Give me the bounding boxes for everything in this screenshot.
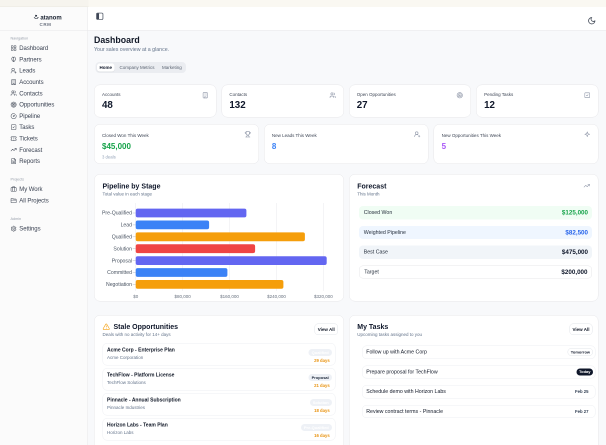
svg-text:$160,000: $160,000	[220, 294, 239, 299]
svg-text:Solution: Solution	[113, 246, 132, 252]
svg-text:$80,000: $80,000	[175, 294, 192, 299]
svg-text:$320,000: $320,000	[314, 294, 333, 299]
svg-text:Lead: Lead	[121, 223, 133, 229]
svg-text:Qualified: Qualified	[112, 235, 132, 241]
svg-text:Pre-Qualified: Pre-Qualified	[102, 211, 132, 217]
svg-text:Proposal: Proposal	[112, 258, 132, 264]
svg-text:$240,000: $240,000	[267, 294, 286, 299]
svg-text:Negotiation: Negotiation	[106, 282, 132, 288]
svg-text:$0: $0	[133, 294, 139, 299]
svg-text:Committed: Committed	[107, 270, 132, 276]
